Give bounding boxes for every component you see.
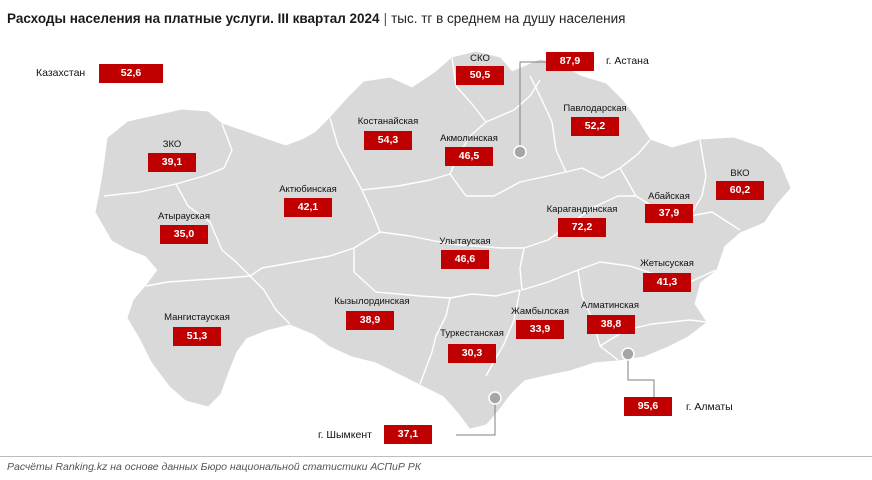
city-value-shymkent: 37,1: [384, 425, 432, 444]
region-borders: [103, 57, 741, 385]
region-value-kyzylorda: 38,9: [346, 311, 394, 330]
region-label-almaty-region: Алматинская: [581, 300, 639, 311]
title-subtitle: тыс. тг в среднем на душу населения: [391, 11, 626, 26]
region-label-turkestan: Туркестанская: [440, 328, 504, 339]
city-label-astana: г. Астана: [606, 55, 649, 67]
almaty-marker: [621, 347, 635, 361]
region-label-karaganda: Карагандинская: [546, 204, 618, 215]
region-label-mangistau: Мангистауская: [164, 312, 230, 323]
region-value-vko: 60,2: [716, 181, 764, 200]
map-title: Расходы населения на платные услуги. III…: [7, 11, 626, 26]
region-value-zhambyl: 33,9: [516, 320, 564, 339]
region-value-turkestan: 30,3: [448, 344, 496, 363]
region-label-vko: ВКО: [730, 168, 750, 179]
region-label-ulytau: Улытауская: [439, 236, 491, 247]
region-value-pavlodar: 52,2: [571, 117, 619, 136]
astana-marker: [513, 145, 527, 159]
city-leaders: [456, 61, 655, 436]
region-value-almaty-region: 38,8: [587, 315, 635, 334]
region-value-mangistau: 51,3: [173, 327, 221, 346]
city-value-astana: 87,9: [546, 52, 594, 71]
region-label-zhambyl: Жамбылская: [511, 306, 569, 317]
region-label-pavlodar: Павлодарская: [563, 103, 627, 114]
region-value-akmola: 46,5: [445, 147, 493, 166]
region-label-atyrau: Атырауская: [158, 211, 210, 222]
title-main: Расходы населения на платные услуги. III…: [7, 11, 380, 26]
region-value-zhetysu: 41,3: [643, 273, 691, 292]
city-value-almaty: 95,6: [624, 397, 672, 416]
region-value-kostanay: 54,3: [364, 131, 412, 150]
region-value-sko: 50,5: [456, 66, 504, 85]
national-value: 52,6: [99, 64, 163, 83]
region-label-kyzylorda: Кызылординская: [334, 296, 410, 307]
region-label-abay: Абайская: [648, 191, 690, 202]
national-label: Казахстан: [36, 67, 86, 79]
country-shape: [95, 51, 791, 429]
region-label-akmola: Акмолинская: [440, 133, 498, 144]
title-separator: |: [383, 11, 388, 26]
region-label-sko: СКО: [470, 53, 490, 64]
region-label-kostanay: Костанайская: [357, 116, 419, 127]
region-value-karaganda: 72,2: [558, 218, 606, 237]
region-value-ulytau: 46,6: [441, 250, 489, 269]
region-label-aktobe: Актюбинская: [279, 184, 337, 195]
shymkent-leader-line: [456, 398, 496, 436]
region-value-abay: 37,9: [645, 204, 693, 223]
shymkent-marker: [488, 391, 502, 405]
astana-leader-line: [519, 61, 546, 152]
region-value-zko: 39,1: [148, 153, 196, 172]
footer-divider: [0, 456, 872, 457]
region-label-zko: ЗКО: [162, 139, 182, 150]
city-label-shymkent: г. Шымкент: [318, 429, 372, 441]
region-value-atyrau: 35,0: [160, 225, 208, 244]
city-label-almaty: г. Алматы: [686, 401, 733, 413]
region-value-aktobe: 42,1: [284, 198, 332, 217]
source-note: Расчёты Ranking.kz на основе данных Бюро…: [7, 461, 421, 473]
region-label-zhetysu: Жетысуская: [640, 258, 694, 269]
almaty-leader-line: [627, 354, 655, 397]
